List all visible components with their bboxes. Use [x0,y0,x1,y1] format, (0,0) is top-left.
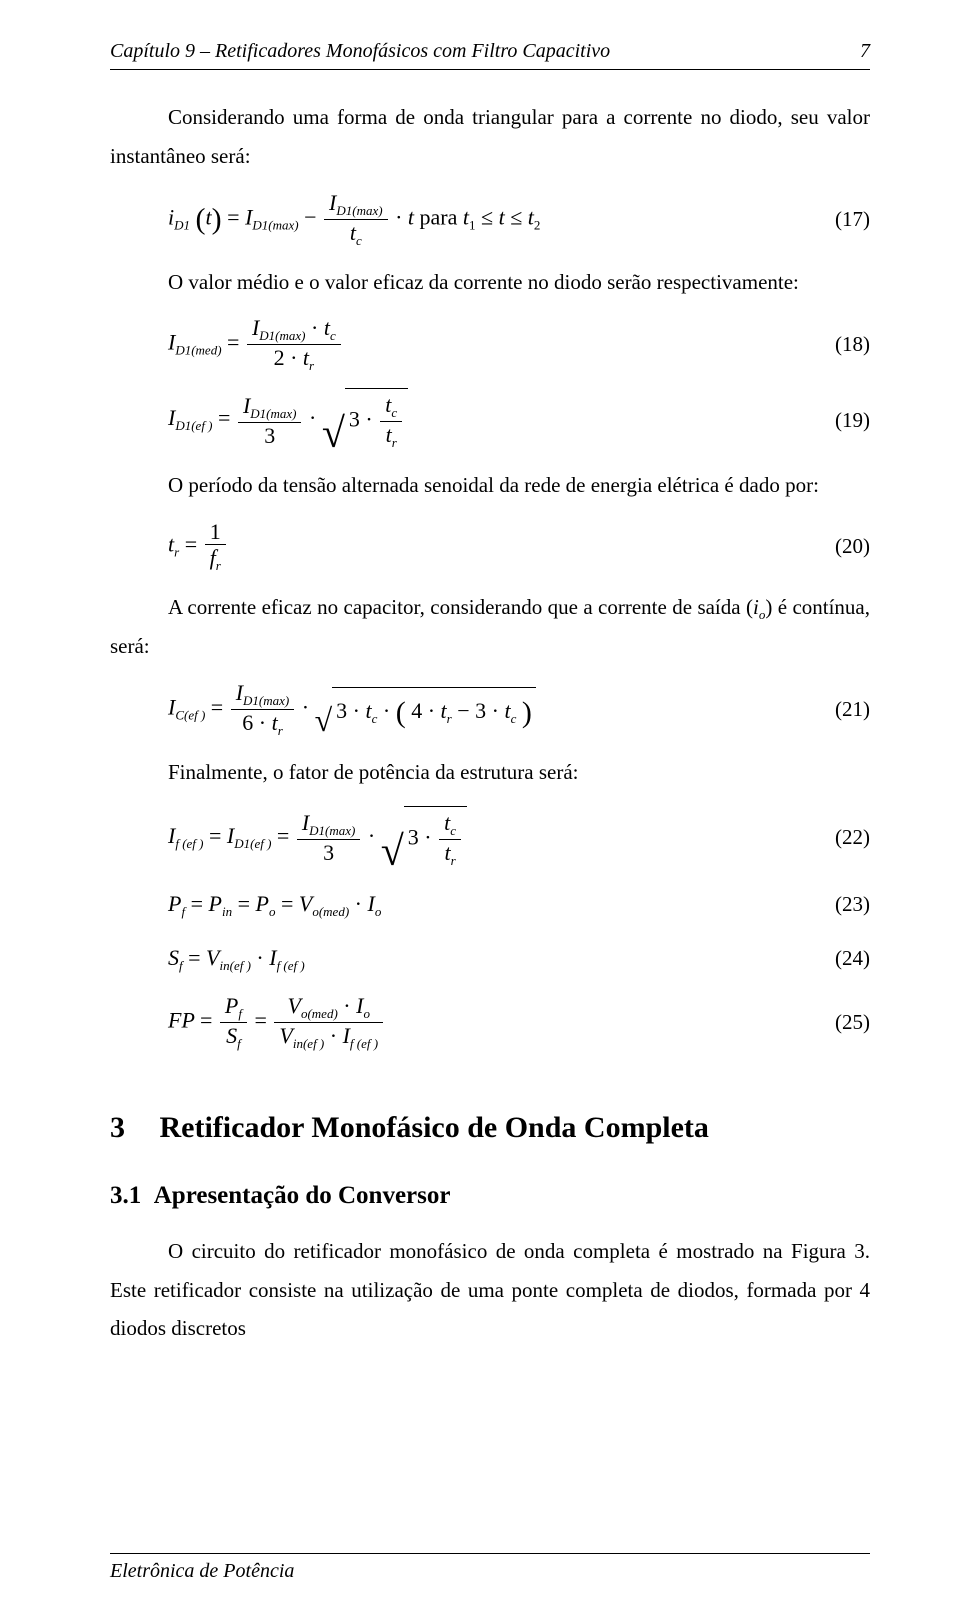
section-3-1-number: 3.1 [110,1182,141,1209]
equation-23: Pf = Pin = Po = Vo(med) · Io (23) [168,884,870,925]
equation-23-tag: (23) [811,885,870,924]
footer-text: Eletrônica de Potência [110,1560,870,1583]
equation-19-tag: (19) [811,401,870,440]
paragraph-3: O período da tensão alternada senoidal d… [110,466,870,505]
paragraph-6: O circuito do retificador monofásico de … [110,1232,870,1349]
section-3-title: Retificador Monofásico de Onda Completa [160,1111,709,1144]
equation-22-tag: (22) [811,818,870,857]
section-3-1-title: Apresentação do Conversor [154,1182,451,1209]
equation-18-tag: (18) [811,325,870,364]
footer: Eletrônica de Potência [110,1553,870,1583]
body: Considerando uma forma de onda triangula… [110,98,870,1348]
equation-20: tr = 1 fr (20) [168,519,870,574]
paragraph-2: O valor médio e o valor eficaz da corren… [110,263,870,302]
footer-rule [110,1553,870,1554]
equation-25-tag: (25) [811,1003,870,1042]
section-3-1-heading: 3.1 Apresentação do Conversor [110,1173,870,1219]
equation-21-tag: (21) [811,690,870,729]
equation-21: IC(ef ) = ID1(max) 6 · tr · √ 3 · tc · (… [168,680,870,739]
equation-17-tag: (17) [811,200,870,239]
equation-22: If (ef ) = ID1(ef ) = ID1(max) 3 · √ 3 ·… [168,806,870,870]
equation-24-tag: (24) [811,939,870,978]
section-3-heading: 3 Retificador Monofásico de Onda Complet… [110,1100,870,1156]
section-3-number: 3 [110,1100,152,1156]
equation-25: FP = Pf Sf = Vo(med) · Io Vin(ef ) · [168,993,870,1052]
paragraph-5: Finalmente, o fator de potência da estru… [110,753,870,792]
equation-20-tag: (20) [811,527,870,566]
page-number: 7 [860,40,870,63]
chapter-title: Capítulo 9 – Retificadores Monofásicos c… [110,40,610,63]
page: Capítulo 9 – Retificadores Monofásicos c… [0,0,960,1623]
header-rule [110,69,870,70]
paragraph-4: A corrente eficaz no capacitor, consider… [110,588,870,666]
equation-18: ID1(med) = ID1(max) · tc 2 · tr (18) [168,315,870,374]
running-header: Capítulo 9 – Retificadores Monofásicos c… [110,40,870,63]
equation-17: iD1 (t) = ID1(max) − ID1(max) tc · t par… [168,190,870,249]
equation-24: Sf = Vin(ef ) · If (ef ) (24) [168,938,870,979]
paragraph-1: Considerando uma forma de onda triangula… [110,98,870,176]
equation-19: ID1(ef ) = ID1(max) 3 · √ 3 · tc tr [168,388,870,452]
